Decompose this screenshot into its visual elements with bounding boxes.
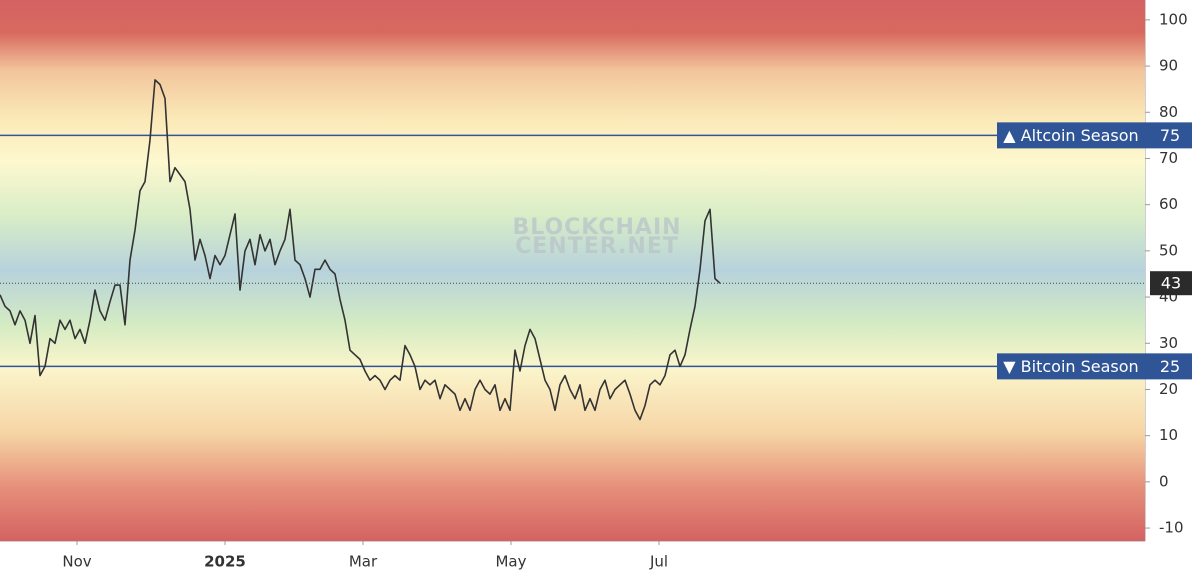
plot-background: [0, 0, 1145, 541]
x-tick-label: Nov: [62, 553, 91, 571]
x-tick-label: May: [495, 553, 526, 571]
y-tick-label: 10: [1159, 426, 1178, 444]
y-tick-label: 100: [1159, 10, 1188, 28]
threshold-value-box: [1145, 353, 1192, 380]
x-tick-label: Mar: [349, 553, 378, 571]
watermark: BLOCKCHAIN: [512, 215, 681, 240]
x-tick-label: Jul: [649, 553, 668, 571]
index-line: [0, 79, 721, 421]
threshold-value: 75: [1160, 126, 1180, 145]
last-value-box: [1150, 271, 1192, 296]
y-tick-label: 0: [1159, 472, 1169, 490]
threshold-value: 25: [1160, 357, 1180, 376]
y-tick-label: -10: [1159, 519, 1184, 537]
y-tick-label: 30: [1159, 334, 1178, 352]
y-tick-label: 90: [1159, 57, 1178, 75]
threshold-label: ▲ Altcoin Season: [1003, 126, 1138, 145]
y-tick-label: 70: [1159, 149, 1178, 167]
threshold-label-box: [997, 353, 1145, 380]
y-tick-label: 60: [1159, 195, 1178, 213]
threshold-label-box: [997, 122, 1145, 149]
last-value-label: 43: [1161, 274, 1181, 293]
threshold-value-box: [1145, 122, 1192, 149]
y-tick-label: 20: [1159, 380, 1178, 398]
watermark: CENTER.NET: [515, 234, 679, 259]
x-tick-label: 2025: [204, 553, 246, 571]
y-tick-label: 50: [1159, 241, 1178, 259]
threshold-label: ▼ Bitcoin Season: [1003, 357, 1138, 376]
y-tick-label: 80: [1159, 103, 1178, 121]
